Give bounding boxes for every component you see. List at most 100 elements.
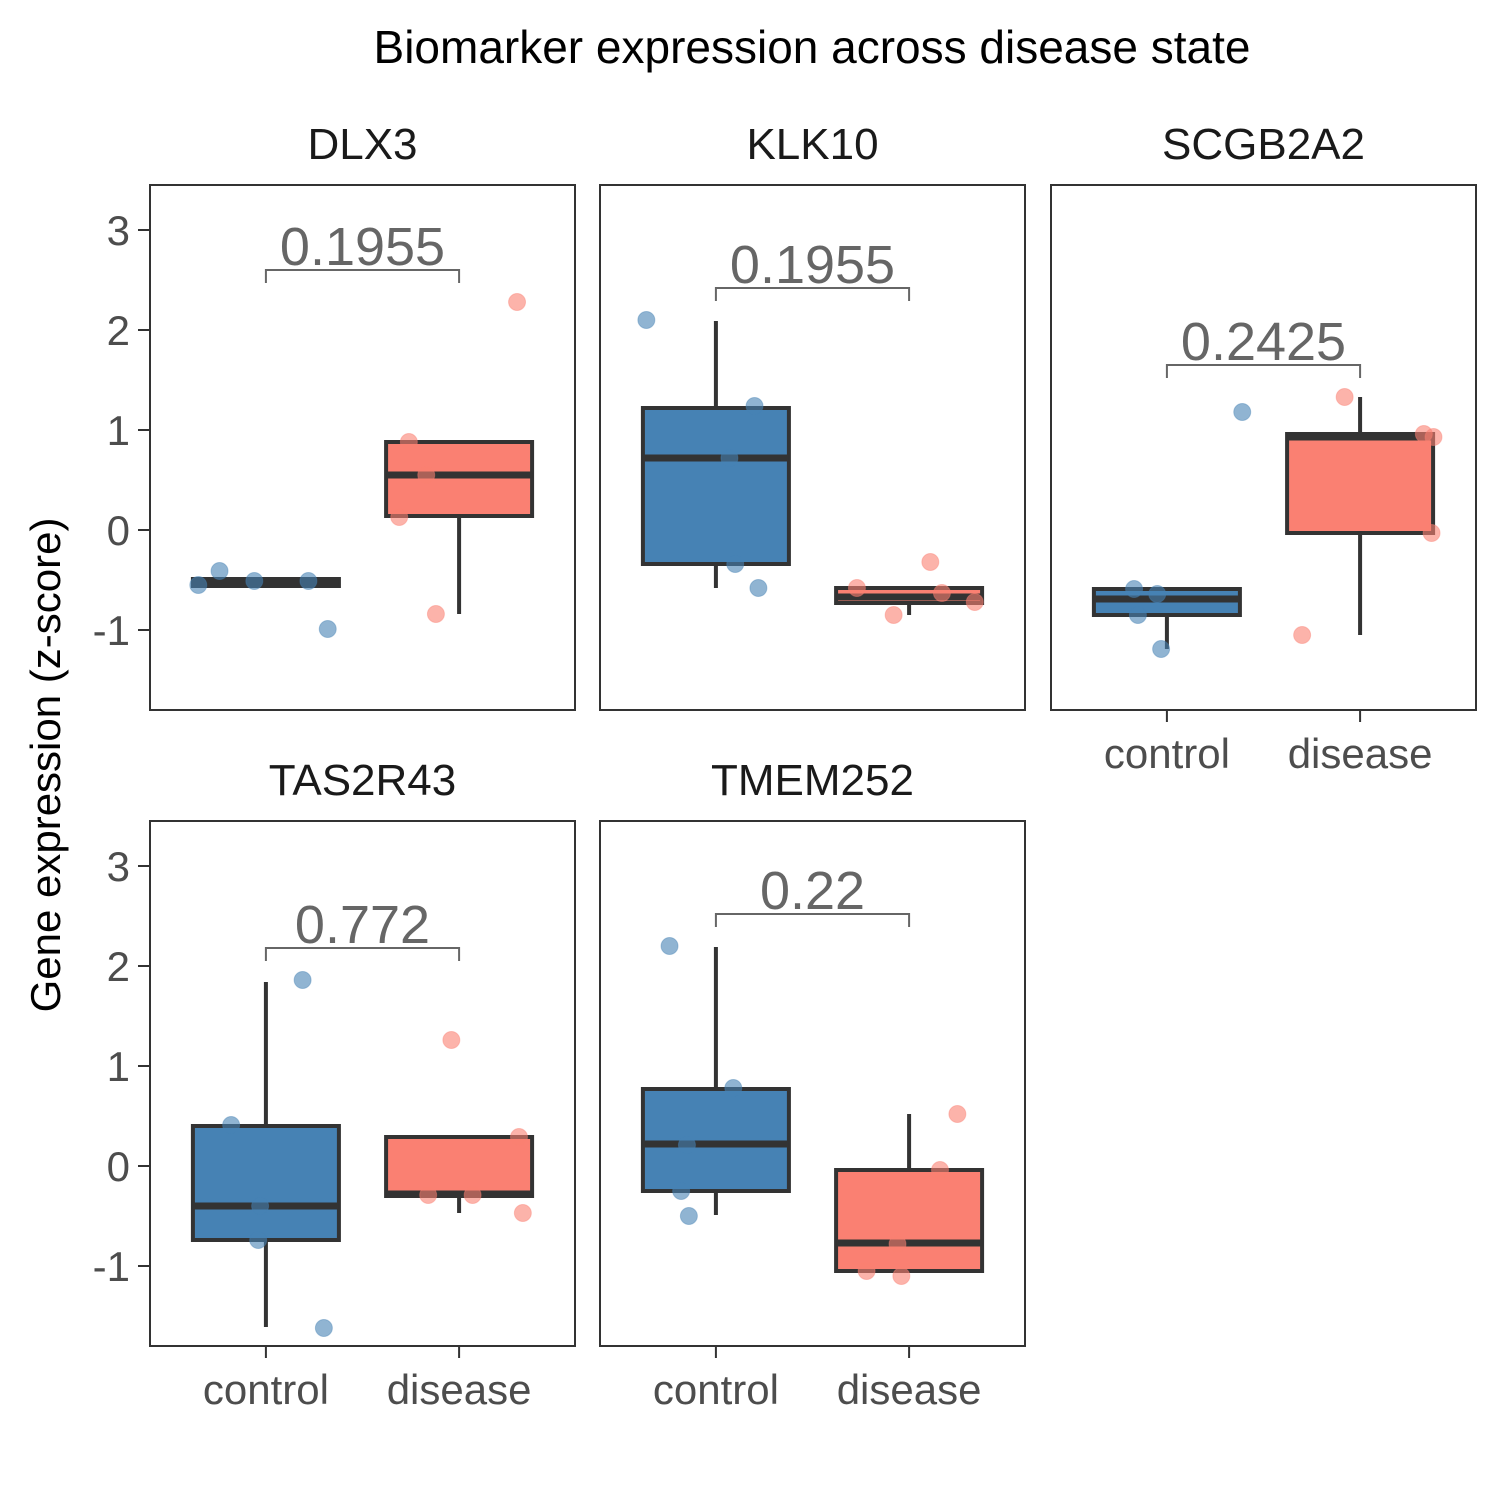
x-tick-label-control: control xyxy=(653,1366,779,1413)
control-data-point xyxy=(293,971,312,989)
control-data-point xyxy=(637,311,656,329)
disease-data-point xyxy=(399,433,418,451)
disease-data-point xyxy=(1422,524,1441,542)
disease-data-point xyxy=(390,508,409,526)
disease-data-point xyxy=(932,584,951,602)
control-box xyxy=(640,1087,791,1193)
panel-title: TAS2R43 xyxy=(269,756,457,805)
control-data-point xyxy=(1233,403,1252,421)
control-data-point xyxy=(1125,580,1144,598)
y-tick-label: 2 xyxy=(107,307,130,354)
significance-bracket xyxy=(714,913,911,927)
disease-data-point xyxy=(921,553,940,571)
disease-box xyxy=(384,1135,535,1198)
disease-data-point xyxy=(463,1186,482,1204)
disease-data-point xyxy=(509,1128,528,1146)
p-value-label: 0.2425 xyxy=(1181,312,1346,372)
disease-data-point xyxy=(426,605,445,623)
p-value-label: 0.22 xyxy=(760,861,865,921)
control-data-point xyxy=(299,572,318,590)
control-data-point xyxy=(314,1319,333,1337)
control-data-point xyxy=(672,1182,691,1200)
p-value-label: 0.1955 xyxy=(730,235,895,295)
control-data-point xyxy=(749,579,768,597)
x-tick-label-control: control xyxy=(1104,730,1230,777)
control-data-point xyxy=(249,1231,268,1249)
significance-bracket xyxy=(264,947,461,961)
control-data-point xyxy=(222,1116,241,1134)
y-tick-label: 0 xyxy=(107,1143,130,1190)
control-data-point xyxy=(210,562,229,580)
control-data-point xyxy=(745,397,764,415)
control-data-point xyxy=(1128,606,1147,624)
y-tick-label: 3 xyxy=(107,843,130,890)
panel-frame xyxy=(149,820,576,1347)
disease-box xyxy=(384,440,535,518)
disease-data-point xyxy=(948,1105,967,1123)
control-data-point xyxy=(1148,585,1167,603)
panel-frame xyxy=(599,820,1026,1347)
panel-klk10: KLK10 0.1955 xyxy=(599,120,1026,711)
disease-data-point xyxy=(847,579,866,597)
control-data-point xyxy=(251,1197,270,1215)
disease-data-point xyxy=(888,1235,907,1253)
panel-frame xyxy=(149,184,576,711)
panel-title: SCGB2A2 xyxy=(1162,120,1365,169)
y-tick-label: -1 xyxy=(93,607,130,654)
panel-scgb2a2: SCGB2A2 0.2425 control disease xyxy=(1050,120,1477,777)
disease-box xyxy=(1285,432,1436,535)
chart-title: Biomarker expression across disease stat… xyxy=(374,21,1251,73)
disease-data-point xyxy=(417,466,436,484)
disease-data-point xyxy=(931,1161,949,1179)
control-data-point xyxy=(677,1136,696,1154)
y-tick-label: 0 xyxy=(107,507,130,554)
disease-data-point xyxy=(442,1031,461,1049)
control-data-point xyxy=(720,449,739,467)
control-data-point xyxy=(660,937,679,955)
disease-data-point xyxy=(965,593,984,611)
y-tick-label: -1 xyxy=(93,1243,130,1290)
panel-title: KLK10 xyxy=(746,120,878,169)
disease-box xyxy=(834,1168,985,1273)
control-box xyxy=(640,406,791,566)
disease-data-point xyxy=(419,1186,438,1204)
control-data-point xyxy=(1152,640,1171,658)
panel-dlx3: DLX3 0.1955 3 2 1 0 -1 xyxy=(93,120,576,711)
disease-data-point xyxy=(1335,388,1354,406)
significance-bracket xyxy=(1165,364,1362,378)
x-tick-label-control: control xyxy=(203,1366,329,1413)
panel-title: TMEM252 xyxy=(711,756,914,805)
panel-tas2r43: TAS2R43 0.772 3 2 1 0 -1 control disease xyxy=(93,756,576,1413)
y-tick-label: 1 xyxy=(107,407,130,454)
disease-data-point xyxy=(892,1267,911,1285)
panel-frame xyxy=(599,184,1026,711)
disease-data-point xyxy=(857,1262,876,1280)
disease-data-point xyxy=(884,606,903,624)
y-axis-label: Gene expression (z-score) xyxy=(22,518,69,1013)
control-box xyxy=(190,1124,341,1242)
panel-title: DLX3 xyxy=(307,120,417,169)
significance-bracket xyxy=(714,287,911,301)
disease-data-point xyxy=(1424,428,1443,446)
x-tick-label-disease: disease xyxy=(837,1366,982,1413)
x-tick-label-disease: disease xyxy=(1288,730,1433,777)
control-data-point xyxy=(724,1079,743,1097)
disease-data-point xyxy=(513,1204,532,1222)
significance-bracket xyxy=(264,269,461,283)
panel-tmem252: TMEM252 0.22 control disease xyxy=(599,756,1026,1413)
p-value-label: 0.1955 xyxy=(280,217,445,277)
control-data-point xyxy=(679,1207,698,1225)
control-data-point xyxy=(245,572,264,590)
control-data-point xyxy=(318,620,337,638)
control-data-point xyxy=(189,576,208,594)
panel-frame xyxy=(1050,184,1477,711)
y-tick-label: 3 xyxy=(107,207,130,254)
control-data-point xyxy=(726,555,745,573)
p-value-label: 0.772 xyxy=(295,895,430,955)
y-tick-label: 1 xyxy=(107,1043,130,1090)
x-tick-label-disease: disease xyxy=(387,1366,532,1413)
panels-group: DLX3 0.1955 3 2 1 0 -1 KLK10 0.1955 SCGB2A2 0.2425… xyxy=(93,120,1477,1413)
y-tick-label: 2 xyxy=(107,943,130,990)
